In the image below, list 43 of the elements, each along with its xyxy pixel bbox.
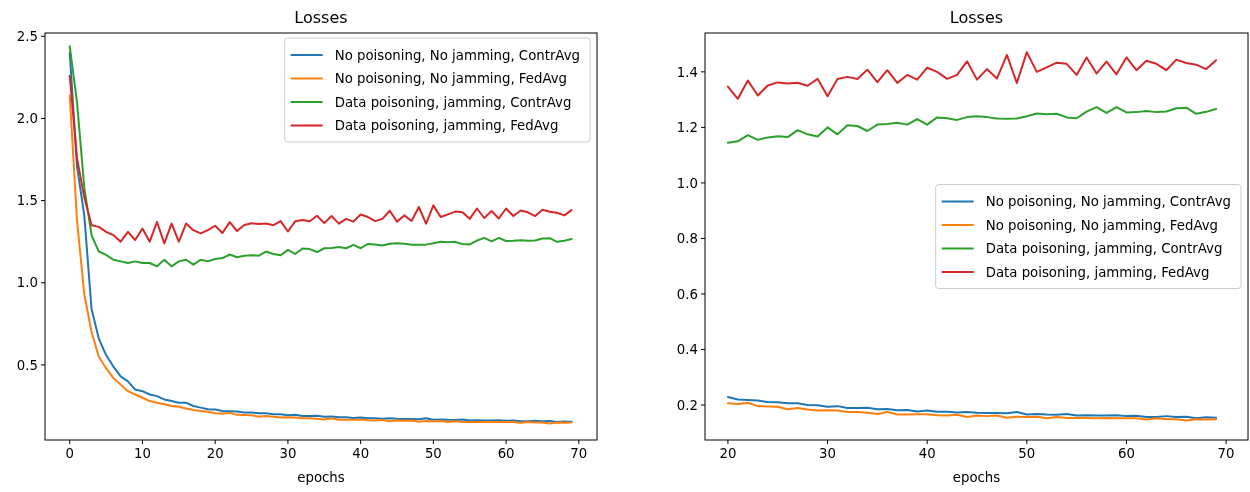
x-tick-label: 60 — [1117, 446, 1135, 461]
y-tick-label: 2.0 — [16, 111, 38, 127]
x-axis-title: epochs — [297, 470, 345, 485]
legend-label: No poisoning, No jamming, ContrAvg — [334, 47, 580, 63]
legend-label: Data poisoning, jamming, FedAvg — [334, 118, 559, 134]
line-series — [726, 106, 1218, 144]
y-tick-label: 0.8 — [676, 231, 698, 247]
x-tick-label: 40 — [918, 446, 936, 461]
y-tick-label: 1.4 — [676, 64, 698, 80]
y-tick-label: 1.0 — [676, 175, 698, 191]
legend-label: No poisoning, No jamming, FedAvg — [985, 217, 1219, 233]
x-tick-label: 70 — [570, 446, 588, 461]
y-tick-label: 1.2 — [676, 120, 698, 136]
legend-label: Data poisoning, jamming, FedAvg — [985, 264, 1210, 280]
x-tick-label: 60 — [497, 446, 515, 461]
x-tick-label: 40 — [352, 446, 370, 461]
x-tick-label: 50 — [1018, 446, 1036, 461]
y-tick-label: 0.5 — [16, 357, 38, 373]
x-axis-title: epochs — [952, 470, 1001, 485]
line-series — [726, 395, 1218, 420]
x-tick-label: 20 — [719, 446, 737, 461]
y-tick-label: 2.5 — [16, 28, 38, 44]
legend-label: Data poisoning, jamming, ContrAvg — [334, 94, 572, 110]
x-tick-label: 10 — [133, 446, 151, 461]
y-tick-label: 0.6 — [676, 286, 698, 302]
chart-title: Losses — [294, 8, 348, 27]
line-series — [68, 74, 573, 245]
x-tick-label: 70 — [1217, 446, 1235, 461]
y-tick-label: 1.0 — [16, 275, 38, 291]
x-tick-label: 30 — [819, 446, 837, 461]
x-tick-label: 50 — [424, 446, 442, 461]
x-tick-label: 0 — [65, 446, 74, 461]
line-series — [726, 401, 1218, 422]
y-tick-label: 0.2 — [676, 397, 698, 413]
chart-title: Losses — [949, 8, 1004, 27]
y-tick-label: 0.4 — [676, 342, 698, 358]
legend-label: Data poisoning, jamming, ContrAvg — [985, 241, 1223, 257]
y-tick-label: 1.5 — [16, 193, 38, 209]
x-tick-label: 20 — [206, 446, 224, 461]
x-tick-label: 30 — [279, 446, 297, 461]
legend-label: No poisoning, No jamming, ContrAvg — [985, 194, 1231, 210]
line-series — [726, 51, 1218, 100]
legend-label: No poisoning, No jamming, FedAvg — [334, 71, 568, 87]
